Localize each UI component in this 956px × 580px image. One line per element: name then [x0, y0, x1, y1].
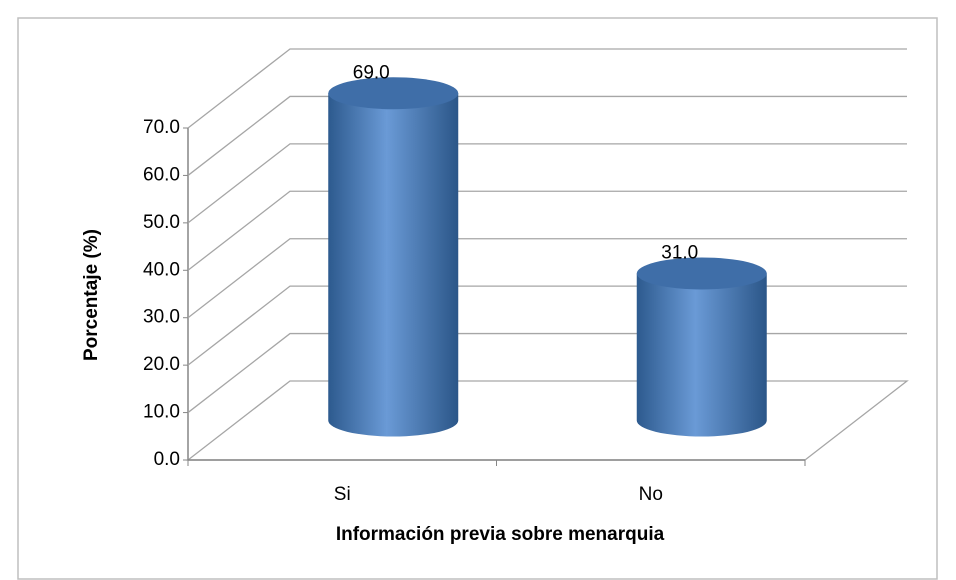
y-tick-label: 0.0	[154, 449, 180, 470]
data-label: 69.0	[353, 62, 390, 83]
cylinder-body	[636, 273, 767, 437]
grid-line	[187, 190, 907, 271]
cylinder-top	[328, 77, 459, 110]
y-tick-label: 50.0	[143, 212, 180, 233]
y-tick-label: 10.0	[143, 402, 180, 423]
grid-line	[187, 95, 907, 176]
x-axis-title: Información previa sobre menarquia	[336, 524, 665, 545]
grid-line	[187, 238, 907, 319]
y-tick-label: 30.0	[143, 307, 180, 328]
grid-line	[187, 48, 907, 129]
data-label: 31.0	[661, 242, 698, 263]
cylinder-body	[328, 93, 459, 437]
x-tick-label: No	[639, 484, 663, 505]
y-axis-title: Porcentaje (%)	[81, 229, 102, 361]
y-tick-label: 60.0	[143, 164, 180, 185]
y-tick-label: 20.0	[143, 354, 180, 375]
x-tick-label: Si	[334, 484, 351, 505]
chart-border	[17, 17, 938, 580]
y-tick-label: 40.0	[143, 259, 180, 280]
grid-line	[187, 143, 907, 224]
y-tick-label: 70.0	[143, 117, 180, 138]
cylinder-top	[636, 257, 767, 290]
